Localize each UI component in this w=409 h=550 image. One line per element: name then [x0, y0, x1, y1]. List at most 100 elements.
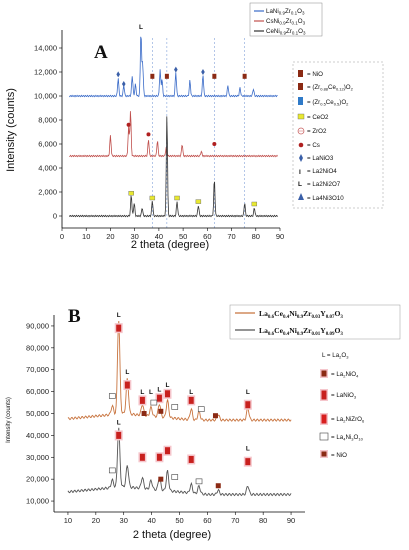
legend-la2nio4: = La2NiO4: [331, 371, 359, 379]
peak-marker-la4ni3o10: [108, 393, 116, 399]
x-tick-label: 20: [92, 516, 100, 525]
y-tick-label: 80,000: [26, 343, 49, 352]
panel-a-ylabel: Intensity (counts): [5, 88, 17, 172]
peak-marker-la4ni3o10: [171, 474, 179, 480]
peak-marker-cs: [212, 142, 217, 146]
peak-marker-perovskite: [116, 431, 122, 439]
x-tick-label: 40: [147, 516, 155, 525]
peak-marker-ceo2: [174, 195, 180, 201]
panel-b-series-legend: La0.6Ce0.4Ni0.9Zr0.03Y0.07O3 La0.6Ce0.4N…: [229, 304, 401, 340]
series-line-2: [68, 116, 278, 218]
x-tick-label: 50: [175, 516, 183, 525]
panel-b-label: B: [68, 306, 81, 327]
peak-label-l: L: [189, 389, 193, 396]
legend-zrce88: = (Zr0.88Ce0.12)O2: [307, 84, 354, 92]
peak-label-l: L: [166, 382, 170, 389]
zro2-swatch: [297, 127, 305, 135]
peak-marker-cs: [146, 132, 151, 137]
zrce50-swatch: [298, 97, 303, 105]
series-line-0: [68, 36, 278, 98]
peak-marker-la4ni3o10: [195, 478, 203, 485]
panel-a-xlabel: 2 theta (degree): [131, 239, 209, 251]
legend-series-ce: CeNi0.9Zr0.1O3: [266, 28, 306, 36]
y-tick-label: 2,000: [38, 188, 57, 197]
peak-marker-perovskite: [139, 453, 145, 461]
ceo2-swatch: [297, 113, 305, 120]
peak-marker-perovskite: [245, 458, 251, 466]
peak-marker-nio: [212, 413, 218, 419]
peak-marker-nio: [158, 476, 164, 482]
peak-marker-lanio3: [201, 69, 205, 75]
peak-marker-la4ni3o10: [150, 399, 158, 406]
y-tick-label: 14,000: [34, 44, 57, 53]
legend-lanio3: = LaNiO3: [331, 392, 357, 400]
peak-marker-lanio3: [116, 71, 120, 78]
peak-marker-perovskite: [116, 324, 122, 332]
peak-marker-perovskite: [165, 447, 171, 455]
x-tick-label: 30: [130, 232, 138, 241]
peak-marker-nio: [212, 73, 217, 79]
y-tick-label: 10,000: [34, 92, 57, 101]
peak-marker-nio: [150, 73, 155, 79]
svg-text:= CeO2: = CeO2: [307, 114, 329, 121]
peak-marker-perovskite: [188, 455, 194, 463]
y-tick-label: 50,000: [26, 409, 49, 418]
nio-swatch-b: [321, 451, 327, 457]
peak-label-l: L: [125, 369, 129, 376]
nio-swatch: [298, 70, 303, 77]
y-tick-label: 70,000: [26, 365, 49, 374]
peak-label-l: L: [246, 446, 250, 453]
panel-a-chart: 0 10 20 30 40 50 60 70 80 90 0 2,000 4,000 6,000 8,00…: [5, 2, 384, 251]
svg-text:= La2NiO4: = La2NiO4: [307, 168, 337, 175]
peak-marker-perovskite: [188, 396, 194, 404]
peak-label-l: L: [117, 312, 121, 319]
legend-series-la: LaNi0.9Zr0.1O3: [266, 8, 305, 16]
x-tick-label: 90: [276, 232, 284, 241]
x-tick-label: 10: [64, 516, 72, 525]
peak-marker-perovskite: [156, 394, 162, 402]
zrce88-swatch: [298, 83, 303, 90]
legend-zrce50: = (Zr0.5Ce0.5)O2: [307, 99, 349, 107]
peak-marker-ceo2: [195, 199, 202, 204]
panel-a-phase-legend: = NiO = (Zr0.88Ce0.12)O2 = (Zr0.5Ce0.5)O…: [292, 61, 384, 209]
series-line-1: [69, 111, 278, 158]
peak-marker-nio: [158, 408, 164, 414]
la2nizro6-swatch-b: [321, 414, 327, 424]
la2ni2o7-swatch: L: [298, 181, 302, 188]
peak-marker-nio: [215, 483, 221, 489]
panel-b-xlabel: 2 theta (degree): [133, 529, 211, 541]
legend-series-y007: La0.6Ce0.4Ni0.9Zr0.03Y0.07O3: [259, 309, 343, 320]
peak-label-l: L: [140, 389, 144, 396]
y-tick-label: 6,000: [38, 140, 57, 149]
legend-la2o3: L = La2O3: [322, 352, 349, 360]
peak-marker-la4ni3o10: [108, 467, 116, 474]
peak-marker-perovskite: [156, 453, 162, 461]
series-line-b-1: [67, 427, 292, 497]
legend-la2nizro6: = La2NiZrO6: [331, 416, 365, 424]
svg-text:= La2Ni2O7: = La2Ni2O7: [307, 181, 341, 188]
peak-marker-lanio3: [121, 81, 126, 87]
x-tick-label: 10: [82, 232, 90, 241]
x-tick-label: 90: [287, 516, 295, 525]
panel-b-ylabel: Intensity (counts): [6, 397, 12, 443]
peak-marker-perovskite: [139, 396, 145, 404]
la4ni3o10-swatch-b: [319, 432, 329, 441]
peak-marker-nio: [242, 73, 247, 79]
svg-text:= La4Ni3O10: = La4Ni3O10: [307, 195, 344, 202]
legend-series-cs: CsNi0.9Zr0.1O3: [266, 18, 306, 26]
y-tick-label: 10,000: [26, 497, 49, 506]
x-tick-label: 70: [231, 516, 239, 525]
peak-label-l: L: [157, 387, 161, 394]
x-tick-label: 30: [120, 516, 128, 525]
x-tick-label: 70: [227, 232, 235, 241]
cs-swatch: [298, 142, 304, 148]
peak-label-l: L: [139, 24, 143, 31]
svg-text:= Cs: = Cs: [307, 142, 320, 149]
la2nio4-swatch: I: [299, 169, 301, 176]
svg-text:= LaNiO3: = LaNiO3: [307, 155, 334, 162]
y-tick-label: 40,000: [26, 431, 49, 440]
x-tick-label: 20: [106, 232, 114, 241]
y-tick-label: 90,000: [26, 321, 49, 330]
y-tick-label: 4,000: [38, 164, 57, 173]
svg-text:= ZrO2: = ZrO2: [307, 128, 327, 135]
